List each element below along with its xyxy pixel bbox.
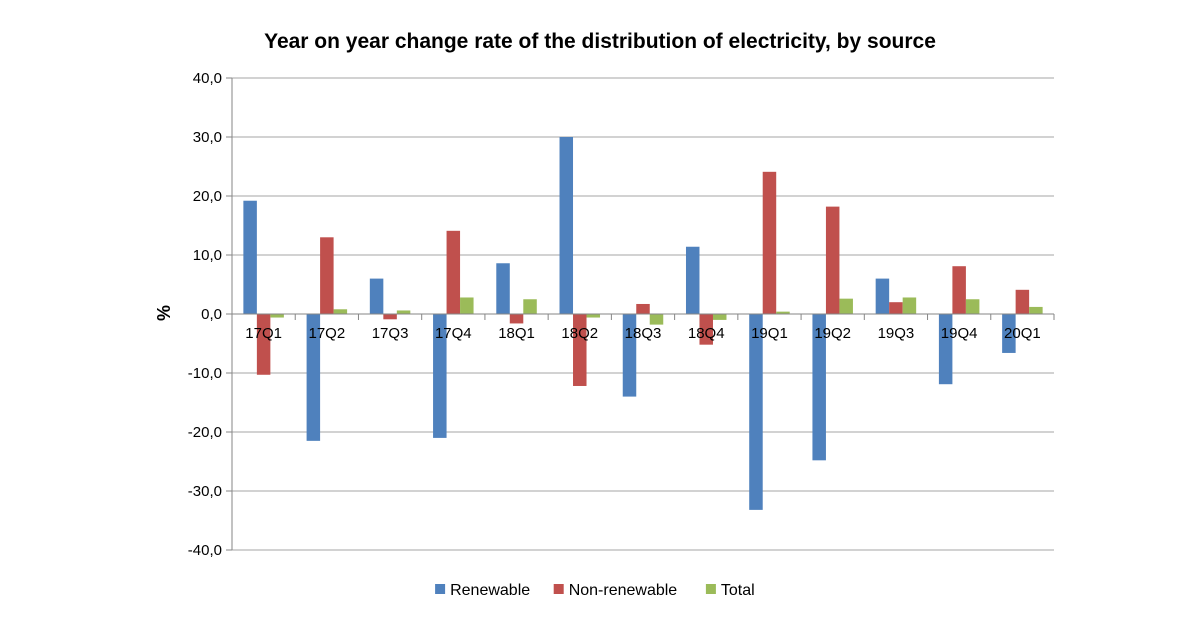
bar-renewable-20q1 [1002,314,1016,353]
legend-swatch [705,584,716,594]
x-tick-label: 17Q2 [308,325,345,342]
bar-total-17q4 [460,297,474,314]
bar-non-renewable-18q4 [699,314,713,345]
x-tick-label: 18Q4 [688,325,725,342]
grid-lines [232,77,1054,551]
bar-non-renewable-19q3 [889,302,903,314]
legend-label: Renewable [450,582,530,599]
bar-renewable-19q1 [749,314,763,510]
x-tick-label: 18Q2 [561,325,598,342]
x-tick-label: 18Q1 [498,325,535,342]
x-tick-label: 17Q4 [435,325,472,342]
bar-renewable-18q3 [622,314,637,397]
bar-non-renewable-17q1 [256,314,271,375]
legend-swatch [435,584,446,594]
y-tick-label: 0,0 [201,306,222,323]
bar-renewable-17q3 [369,278,384,314]
bar-total-18q1 [523,299,537,314]
bar-renewable-18q1 [496,263,510,314]
bar-renewable-19q4 [938,314,953,385]
bar-total-19q1 [776,311,790,314]
bar-renewable-19q2 [812,314,826,461]
bar-renewable-17q2 [306,314,321,441]
y-tick-label: 20,0 [193,188,222,205]
bar-non-renewable-18q2 [573,314,587,386]
x-tick-label: 17Q1 [245,325,282,342]
bar-renewable-18q4 [685,246,700,314]
y-tick-label: -10,0 [188,365,222,382]
bar-non-renewable-20q1 [1015,289,1030,314]
legend-label: Non-renewable [569,582,678,599]
bar-renewable-17q1 [243,200,257,314]
bar-total-18q4 [712,314,727,320]
bar-total-19q3 [902,297,917,314]
x-tick-label: 20Q1 [1004,325,1041,342]
y-tick-label: 40,0 [193,70,222,87]
chart-title: Year on year change rate of the distribu… [264,30,936,53]
bar-renewable-19q3 [875,278,890,314]
x-tick-label: 17Q3 [372,325,409,342]
bar-total-17q3 [396,310,411,314]
bar-non-renewable-19q1 [762,171,777,314]
x-tick-label: 19Q1 [751,325,788,342]
bar-total-18q2 [586,314,601,318]
y-tick-label: -20,0 [188,424,222,441]
y-tick-label: -40,0 [188,542,222,559]
legend-label: Total [721,582,755,599]
bar-total-17q1 [270,314,284,318]
bar-non-renewable-19q2 [825,206,840,314]
legend: Renewable Non-renewable Total [435,582,755,599]
y-tick-label: 30,0 [193,129,222,146]
bar-non-renewable-17q2 [320,237,334,314]
bar-non-renewable-18q1 [509,314,524,324]
bar-total-17q2 [333,309,348,314]
y-tick-label: 10,0 [193,247,222,264]
y-tick-label: -30,0 [188,483,222,500]
bar-total-19q2 [839,298,853,314]
legend-swatch [553,584,564,594]
bar-total-18q3 [649,314,664,325]
bar-non-renewable-17q3 [383,314,397,320]
bar-renewable-17q4 [433,314,447,438]
x-tick-labels: 17Q1 17Q2 17Q3 17Q4 18Q1 18Q2 18Q3 18Q4 19Q1 19Q2… [245,325,1040,342]
y-tick-labels: 40,0 30,0 20,0 10,0 0,0 -10,0 -20,0 -30,0 -40,0 [188,70,222,559]
bar-non-renewable-17q4 [446,230,461,314]
x-tick-label: 18Q3 [625,325,662,342]
x-tick-label: 19Q2 [814,325,851,342]
y-axis-label: % [154,305,174,321]
bar-total-20q1 [1029,306,1043,314]
bar-renewable-18q2 [559,137,574,314]
bar-total-19q4 [965,299,980,314]
x-tick-label: 19Q3 [878,325,915,342]
bars [243,137,1043,510]
axes [226,77,1055,551]
x-tick-label: 19Q4 [941,325,978,342]
bar-non-renewable-18q3 [636,303,650,314]
bar-non-renewable-19q4 [952,266,966,314]
